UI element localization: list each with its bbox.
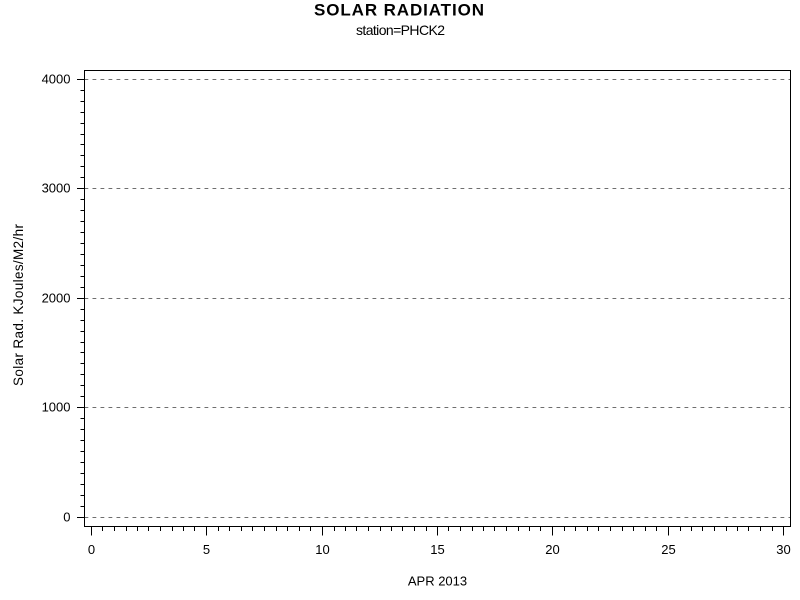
svg-text:Solar Rad. KJoules/M2/hr: Solar Rad. KJoules/M2/hr: [11, 224, 26, 387]
svg-text:4000: 4000: [42, 72, 71, 87]
svg-text:5: 5: [203, 542, 210, 557]
svg-text:0: 0: [88, 542, 95, 557]
svg-text:SOLAR RADIATION: SOLAR RADIATION: [314, 1, 484, 20]
svg-text:3000: 3000: [42, 181, 71, 196]
svg-text:25: 25: [661, 542, 675, 557]
svg-text:2000: 2000: [42, 291, 71, 306]
svg-text:30: 30: [776, 542, 790, 557]
svg-text:station=PHCK2: station=PHCK2: [356, 22, 445, 38]
svg-text:10: 10: [315, 542, 329, 557]
svg-text:APR 2013: APR 2013: [408, 574, 467, 589]
svg-text:20: 20: [545, 542, 559, 557]
svg-text:0: 0: [63, 510, 70, 525]
svg-text:15: 15: [430, 542, 444, 557]
svg-text:1000: 1000: [42, 400, 71, 415]
